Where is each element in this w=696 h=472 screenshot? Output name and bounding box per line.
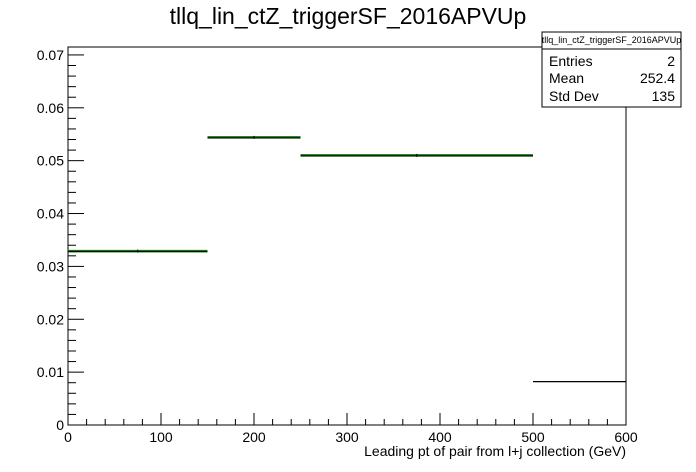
y-tick-label: 0.03 xyxy=(37,258,64,274)
stats-box-frame xyxy=(541,31,682,108)
x-axis: 0 100 200 300 400 500 600 xyxy=(64,413,638,445)
stats-entries-label: Entries xyxy=(549,53,593,69)
stats-mean-label: Mean xyxy=(549,70,584,86)
y-tick-label: 0.06 xyxy=(37,100,64,116)
x-tick-label: 500 xyxy=(521,429,545,445)
stats-box: tllq_lin_ctZ_triggerSF_2016APVUp Entries… xyxy=(541,31,682,108)
y-tick-label: 0.04 xyxy=(37,206,64,222)
stats-stddev-value: 135 xyxy=(652,88,676,104)
x-tick-label: 300 xyxy=(335,429,359,445)
chart-title: tllq_lin_ctZ_triggerSF_2016APVUp xyxy=(170,3,527,29)
x-tick-label: 0 xyxy=(64,429,72,445)
histogram-bins xyxy=(68,135,626,383)
y-tick-label: 0 xyxy=(56,417,64,433)
stats-box-title: tllq_lin_ctZ_triggerSF_2016APVUp xyxy=(542,35,682,45)
x-tick-label: 200 xyxy=(242,429,266,445)
stats-mean-value: 252.4 xyxy=(640,70,675,86)
y-tick-label: 0.07 xyxy=(37,47,64,63)
stats-entries-value: 2 xyxy=(667,53,675,69)
y-tick-label: 0.02 xyxy=(37,311,64,327)
x-tick-label: 400 xyxy=(428,429,452,445)
y-axis: 0 0.01 0.02 0.03 0.04 0.05 0.06 0.07 xyxy=(37,47,84,433)
x-tick-label: 600 xyxy=(614,429,638,445)
y-tick-label: 0.05 xyxy=(37,153,64,169)
x-tick-label: 100 xyxy=(149,429,173,445)
x-axis-title: Leading pt of pair from l+j collection (… xyxy=(364,443,626,459)
stats-stddev-label: Std Dev xyxy=(549,88,599,104)
y-tick-label: 0.01 xyxy=(37,364,64,380)
